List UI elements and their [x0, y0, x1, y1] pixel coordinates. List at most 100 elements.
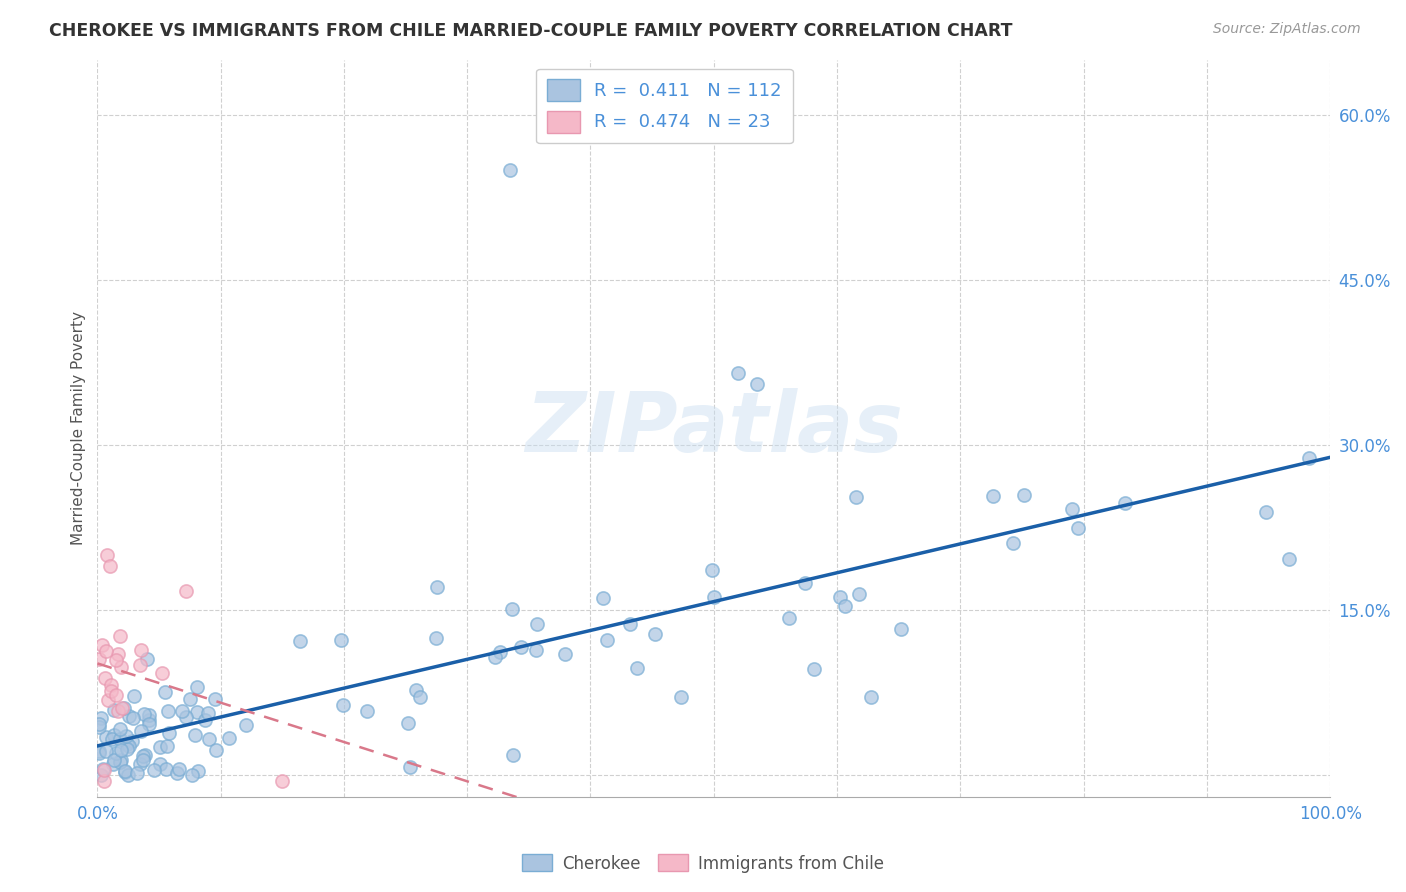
Point	[115, 741, 138, 756]
Point	[218, 731, 240, 745]
Point	[524, 643, 547, 657]
Point	[93, 762, 115, 776]
Point	[727, 367, 749, 381]
Point	[101, 732, 124, 747]
Point	[108, 722, 131, 736]
Point	[114, 764, 136, 778]
Point	[110, 753, 132, 767]
Point	[94, 671, 117, 685]
Point	[110, 660, 132, 674]
Text: ZIPatlas: ZIPatlas	[524, 388, 903, 469]
Point	[860, 690, 883, 704]
Point	[117, 768, 139, 782]
Point	[108, 629, 131, 643]
Point	[983, 489, 1005, 503]
Point	[132, 748, 155, 763]
Point	[166, 765, 188, 780]
Point	[110, 743, 132, 757]
Point	[288, 633, 311, 648]
Point	[96, 693, 118, 707]
Point	[186, 681, 208, 695]
Point	[96, 548, 118, 562]
Point	[700, 563, 723, 577]
Point	[111, 701, 134, 715]
Point	[143, 763, 166, 777]
Point	[98, 559, 121, 574]
Point	[828, 591, 851, 605]
Point	[1298, 450, 1320, 465]
Point	[105, 747, 128, 761]
Point	[526, 616, 548, 631]
Point	[778, 610, 800, 624]
Point	[103, 728, 125, 742]
Point	[502, 747, 524, 762]
Point	[186, 706, 208, 720]
Point	[834, 599, 856, 613]
Point	[150, 666, 173, 681]
Point	[194, 713, 217, 727]
Point	[499, 162, 522, 177]
Point	[172, 704, 194, 718]
Point	[1001, 535, 1024, 549]
Point	[425, 631, 447, 645]
Point	[134, 748, 156, 763]
Point	[204, 692, 226, 706]
Point	[90, 638, 112, 652]
Point	[87, 652, 110, 666]
Point	[484, 650, 506, 665]
Point	[100, 678, 122, 692]
Point	[93, 773, 115, 788]
Point	[794, 576, 817, 591]
Point	[1012, 488, 1035, 502]
Point	[121, 733, 143, 747]
Point	[848, 587, 870, 601]
Point	[1278, 551, 1301, 566]
Point	[118, 739, 141, 753]
Point	[184, 728, 207, 742]
Point	[409, 690, 432, 704]
Point	[501, 602, 523, 616]
Point	[90, 711, 112, 725]
Point	[127, 765, 149, 780]
Point	[114, 764, 136, 779]
Point	[1114, 496, 1136, 510]
Point	[235, 717, 257, 731]
Point	[890, 622, 912, 636]
Point	[107, 704, 129, 718]
Point	[110, 731, 132, 746]
Point	[157, 726, 180, 740]
Point	[112, 701, 135, 715]
Point	[138, 716, 160, 731]
Point	[93, 763, 115, 777]
Point	[128, 657, 150, 672]
Point	[745, 377, 768, 392]
Point	[167, 762, 190, 776]
Point	[110, 756, 132, 770]
Point	[405, 683, 427, 698]
Point	[509, 640, 531, 654]
Point	[155, 762, 177, 776]
Point	[204, 743, 226, 757]
Point	[187, 764, 209, 778]
Point	[1060, 501, 1083, 516]
Point	[87, 717, 110, 731]
Point	[101, 756, 124, 771]
Point	[626, 661, 648, 675]
Point	[90, 768, 112, 782]
Point	[1067, 521, 1090, 535]
Point	[129, 724, 152, 739]
Point	[89, 744, 111, 758]
Point	[179, 692, 201, 706]
Point	[149, 757, 172, 772]
Point	[426, 580, 449, 594]
Point	[96, 744, 118, 758]
Point	[554, 647, 576, 661]
Point	[1254, 505, 1277, 519]
Point	[129, 642, 152, 657]
Point	[103, 703, 125, 717]
Point	[592, 591, 614, 606]
Point	[396, 715, 419, 730]
Point	[156, 704, 179, 718]
Point	[356, 704, 378, 718]
Point	[94, 644, 117, 658]
